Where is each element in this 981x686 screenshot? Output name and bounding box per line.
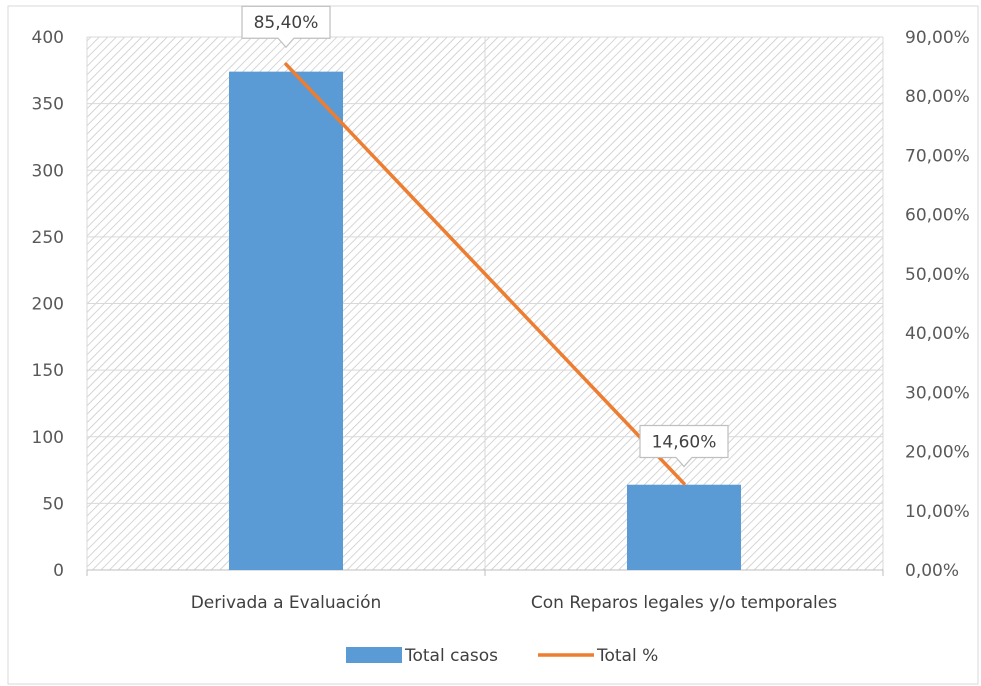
y-left-tick-label: 350 bbox=[32, 95, 64, 115]
y-left-tick-label: 200 bbox=[32, 295, 64, 315]
y-right-tick-label: 30,00% bbox=[905, 383, 970, 403]
legend-label: Total casos bbox=[404, 646, 498, 666]
x-category-label: Con Reparos legales y/o temporales bbox=[531, 593, 837, 613]
y-left-tick-label: 400 bbox=[32, 28, 64, 48]
y-right-tick-label: 10,00% bbox=[905, 502, 970, 522]
bar bbox=[229, 71, 343, 571]
y-left-tick-label: 150 bbox=[32, 361, 64, 381]
y-right-tick-label: 40,00% bbox=[905, 324, 970, 344]
line-series-total-pct bbox=[284, 62, 686, 486]
x-category-label: Derivada a Evaluación bbox=[191, 593, 382, 613]
y-left-tick-label: 100 bbox=[32, 428, 64, 448]
data-label-callout bbox=[639, 424, 729, 468]
y-left-tick-label: 0 bbox=[53, 561, 64, 581]
y-left-tick-label: 250 bbox=[32, 228, 64, 248]
data-label-callout bbox=[241, 5, 331, 49]
y-right-tick-label: 0,00% bbox=[905, 561, 959, 581]
y-right-tick-label: 20,00% bbox=[905, 443, 970, 463]
y-right-tick-label: 70,00% bbox=[905, 146, 970, 166]
y-right-tick-label: 50,00% bbox=[905, 265, 970, 285]
legend-swatch-bar bbox=[346, 647, 402, 663]
y-right-tick-label: 90,00% bbox=[905, 28, 970, 48]
legend-label: Total % bbox=[596, 646, 658, 666]
y-left-tick-label: 50 bbox=[42, 494, 64, 514]
y-right-tick-label: 60,00% bbox=[905, 206, 970, 226]
data-label: 85,40% bbox=[254, 13, 319, 33]
chart-area-border bbox=[7, 5, 979, 685]
bar bbox=[627, 484, 741, 570]
y-left-tick-label: 300 bbox=[32, 161, 64, 181]
y-right-tick-label: 80,00% bbox=[905, 87, 970, 107]
data-label: 14,60% bbox=[652, 433, 717, 453]
